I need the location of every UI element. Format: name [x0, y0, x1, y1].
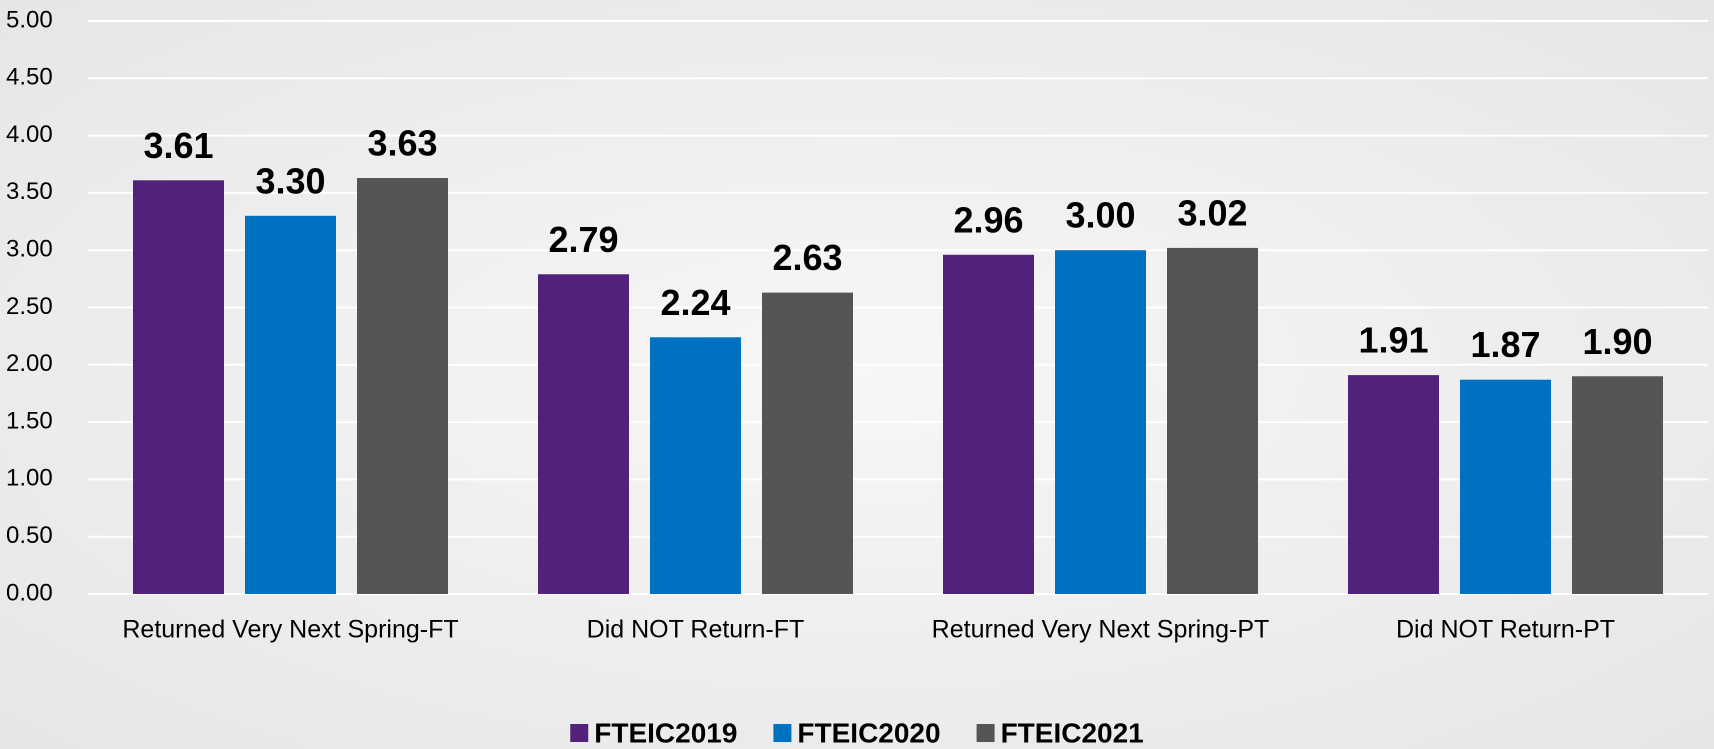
x-tick-label: Did NOT Return-FT: [587, 616, 805, 644]
bar: [245, 215, 336, 594]
value-label: 2.96: [953, 199, 1023, 240]
value-label: 1.91: [1358, 320, 1428, 361]
bar: [538, 274, 629, 594]
legend-swatch: [976, 724, 995, 742]
value-label: 1.90: [1582, 321, 1652, 362]
x-tick-label: Did NOT Return-PT: [1396, 616, 1615, 644]
y-tick-label: 2.00: [6, 350, 53, 377]
legend-label: FTEIC2019: [594, 717, 737, 748]
value-label: 2.79: [548, 219, 618, 260]
y-tick-label: 5.00: [6, 6, 53, 33]
y-tick-label: 0.50: [6, 522, 53, 549]
y-tick-label: 3.00: [6, 236, 53, 263]
value-label: 1.87: [1470, 324, 1540, 365]
value-label: 2.63: [772, 237, 842, 278]
value-label: 3.61: [143, 125, 213, 166]
value-label: 3.00: [1065, 195, 1135, 236]
bar: [357, 178, 448, 594]
bar: [1460, 379, 1551, 594]
bar: [762, 292, 853, 594]
value-label: 3.02: [1177, 192, 1247, 233]
bar: [133, 180, 224, 594]
x-tick-label: Returned Very Next Spring-FT: [122, 616, 458, 644]
bar: [650, 337, 741, 594]
legend-label: FTEIC2020: [797, 717, 940, 748]
value-label: 3.30: [255, 160, 325, 201]
legend-swatch: [773, 724, 792, 742]
x-tick-label: Returned Very Next Spring-PT: [932, 616, 1270, 644]
y-tick-label: 1.50: [6, 407, 53, 434]
y-tick-label: 1.00: [6, 465, 53, 492]
bar: [1055, 250, 1146, 594]
y-tick-label: 3.50: [6, 178, 53, 205]
bar: [943, 254, 1034, 594]
value-label: 3.63: [367, 123, 437, 164]
legend-swatch: [570, 724, 589, 742]
bar: [1348, 375, 1439, 594]
legend-label: FTEIC2021: [1001, 717, 1144, 748]
bar: [1572, 376, 1663, 594]
y-tick-label: 4.50: [6, 64, 53, 91]
y-tick-label: 0.00: [6, 579, 53, 606]
value-label: 2.24: [660, 282, 730, 323]
bar: [1167, 247, 1258, 594]
y-tick-label: 2.50: [6, 293, 53, 320]
y-tick-label: 4.00: [6, 121, 53, 148]
